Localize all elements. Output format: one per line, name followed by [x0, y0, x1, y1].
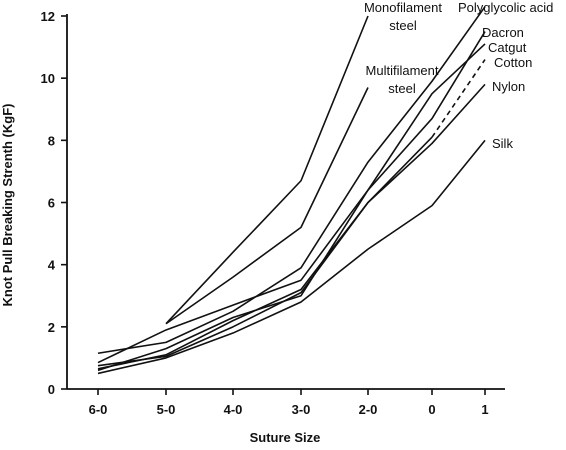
series-line-2	[97, 6, 486, 355]
series-label-1: Multifilament	[366, 63, 439, 78]
series-lines	[97, 6, 486, 375]
x-tick-label: 0	[428, 402, 435, 417]
series-line-4	[97, 43, 486, 372]
x-tick-label: 6-0	[89, 402, 108, 417]
series-label-1: steel	[388, 81, 416, 96]
series-label-2: Polyglycolic acid	[458, 0, 553, 15]
series-line-0	[165, 15, 369, 325]
y-tick-label: 10	[41, 71, 55, 86]
series-line-1	[165, 87, 369, 325]
x-tick-label: 3-0	[292, 402, 311, 417]
series-labels: Monofilament steel Multifilament steel Polyg…	[364, 0, 553, 151]
series-line-5-dashed	[431, 59, 486, 138]
y-axis-title: Knot Pull Breaking Strenth (KgF)	[0, 104, 15, 307]
x-axis: 6-0 5-0 4-0 3-0 2-0 0 1	[67, 388, 505, 417]
series-line-6	[97, 83, 486, 367]
y-tick-label: 2	[48, 320, 55, 335]
series-label-5: Cotton	[494, 55, 532, 70]
y-tick-label: 0	[48, 382, 55, 397]
y-tick-label: 4	[48, 258, 56, 273]
series-label-0: Monofilament	[364, 0, 442, 15]
x-tick-label: 5-0	[157, 402, 176, 417]
x-tick-label: 4-0	[224, 402, 243, 417]
x-tick-label: 2-0	[359, 402, 378, 417]
series-label-3: Dacron	[482, 25, 524, 40]
series-label-7: Silk	[492, 136, 513, 151]
x-tick-label: 1	[481, 402, 488, 417]
series-line-7	[97, 139, 486, 375]
y-tick-label: 6	[48, 196, 55, 211]
y-tick-label: 12	[41, 9, 55, 24]
x-axis-title: Suture Size	[250, 430, 321, 445]
y-axis: 0 2 4 6 8 10 12	[41, 9, 68, 397]
series-line-3	[97, 31, 486, 364]
y-tick-label: 8	[48, 133, 55, 148]
series-label-0: steel	[389, 18, 417, 33]
series-label-4: Catgut	[488, 40, 527, 55]
series-label-6: Nylon	[492, 79, 525, 94]
